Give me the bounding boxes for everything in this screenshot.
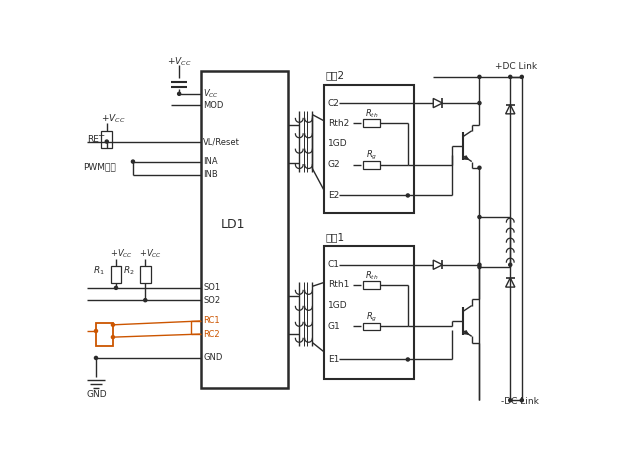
Circle shape	[478, 75, 481, 78]
Circle shape	[112, 323, 115, 326]
Text: INB: INB	[203, 170, 218, 179]
Circle shape	[177, 92, 180, 95]
Bar	[324, 246, 414, 379]
Text: $R_{th}$: $R_{th}$	[365, 107, 378, 120]
Circle shape	[508, 263, 512, 266]
Text: $+V_{CC}$: $+V_{CC}$	[100, 112, 125, 125]
Circle shape	[478, 215, 481, 219]
Circle shape	[112, 336, 115, 339]
Circle shape	[131, 160, 135, 163]
Text: E1: E1	[328, 355, 339, 364]
Circle shape	[144, 299, 147, 301]
Text: $R_g$: $R_g$	[366, 311, 378, 324]
Text: Rth1: Rth1	[328, 280, 349, 290]
Bar	[201, 71, 288, 388]
Text: E2: E2	[328, 191, 339, 200]
Circle shape	[115, 286, 118, 290]
Circle shape	[94, 356, 97, 360]
Circle shape	[520, 75, 523, 78]
Text: PWM输入: PWM输入	[83, 162, 116, 171]
Text: 通道1: 通道1	[326, 232, 345, 242]
Text: $R_g$: $R_g$	[366, 149, 378, 162]
Text: INA: INA	[203, 157, 218, 166]
Text: -DC Link: -DC Link	[501, 397, 539, 406]
Text: G1: G1	[328, 322, 340, 331]
Text: G2: G2	[328, 160, 340, 169]
Text: $+V_{CC}$: $+V_{CC}$	[110, 248, 133, 260]
Circle shape	[508, 75, 512, 78]
Bar	[363, 281, 380, 289]
Bar	[96, 323, 113, 346]
Circle shape	[94, 330, 97, 332]
Circle shape	[478, 101, 481, 105]
Bar	[363, 119, 380, 127]
Text: 1GD: 1GD	[328, 301, 347, 310]
Text: $+V_{CC}$: $+V_{CC}$	[139, 248, 162, 260]
Text: $R_{th}$: $R_{th}$	[365, 269, 378, 282]
Text: +DC Link: +DC Link	[495, 62, 537, 71]
Circle shape	[478, 266, 481, 269]
Circle shape	[406, 358, 409, 361]
Text: C2: C2	[328, 99, 340, 107]
Bar	[363, 161, 380, 169]
Circle shape	[478, 263, 481, 266]
Text: C1: C1	[328, 260, 340, 269]
Text: RC1: RC1	[203, 316, 219, 325]
Text: VL/Reset: VL/Reset	[203, 137, 240, 146]
Text: Rth2: Rth2	[328, 118, 349, 128]
Text: SO2: SO2	[203, 296, 220, 305]
Circle shape	[520, 399, 523, 402]
Bar	[110, 266, 122, 283]
Text: 通道2: 通道2	[326, 71, 345, 80]
Text: SO1: SO1	[203, 284, 220, 292]
Text: RC2: RC2	[203, 330, 219, 338]
Circle shape	[508, 399, 512, 402]
Bar	[324, 84, 414, 213]
Text: 1GD: 1GD	[328, 139, 347, 148]
Circle shape	[478, 166, 481, 169]
Circle shape	[105, 140, 108, 143]
Text: $+V_{CC}$: $+V_{CC}$	[167, 55, 192, 68]
Text: $R_2$: $R_2$	[123, 265, 135, 277]
Bar	[363, 323, 380, 330]
Text: GND: GND	[203, 354, 223, 362]
Bar	[102, 131, 112, 148]
Text: MOD: MOD	[203, 101, 223, 110]
Text: LD1: LD1	[221, 218, 246, 231]
Text: $R_1$: $R_1$	[93, 265, 104, 277]
Text: GND: GND	[87, 390, 107, 399]
Text: $V_{CC}$: $V_{CC}$	[203, 88, 219, 100]
Bar	[140, 266, 151, 283]
Circle shape	[406, 194, 409, 197]
Text: RET: RET	[87, 135, 104, 144]
